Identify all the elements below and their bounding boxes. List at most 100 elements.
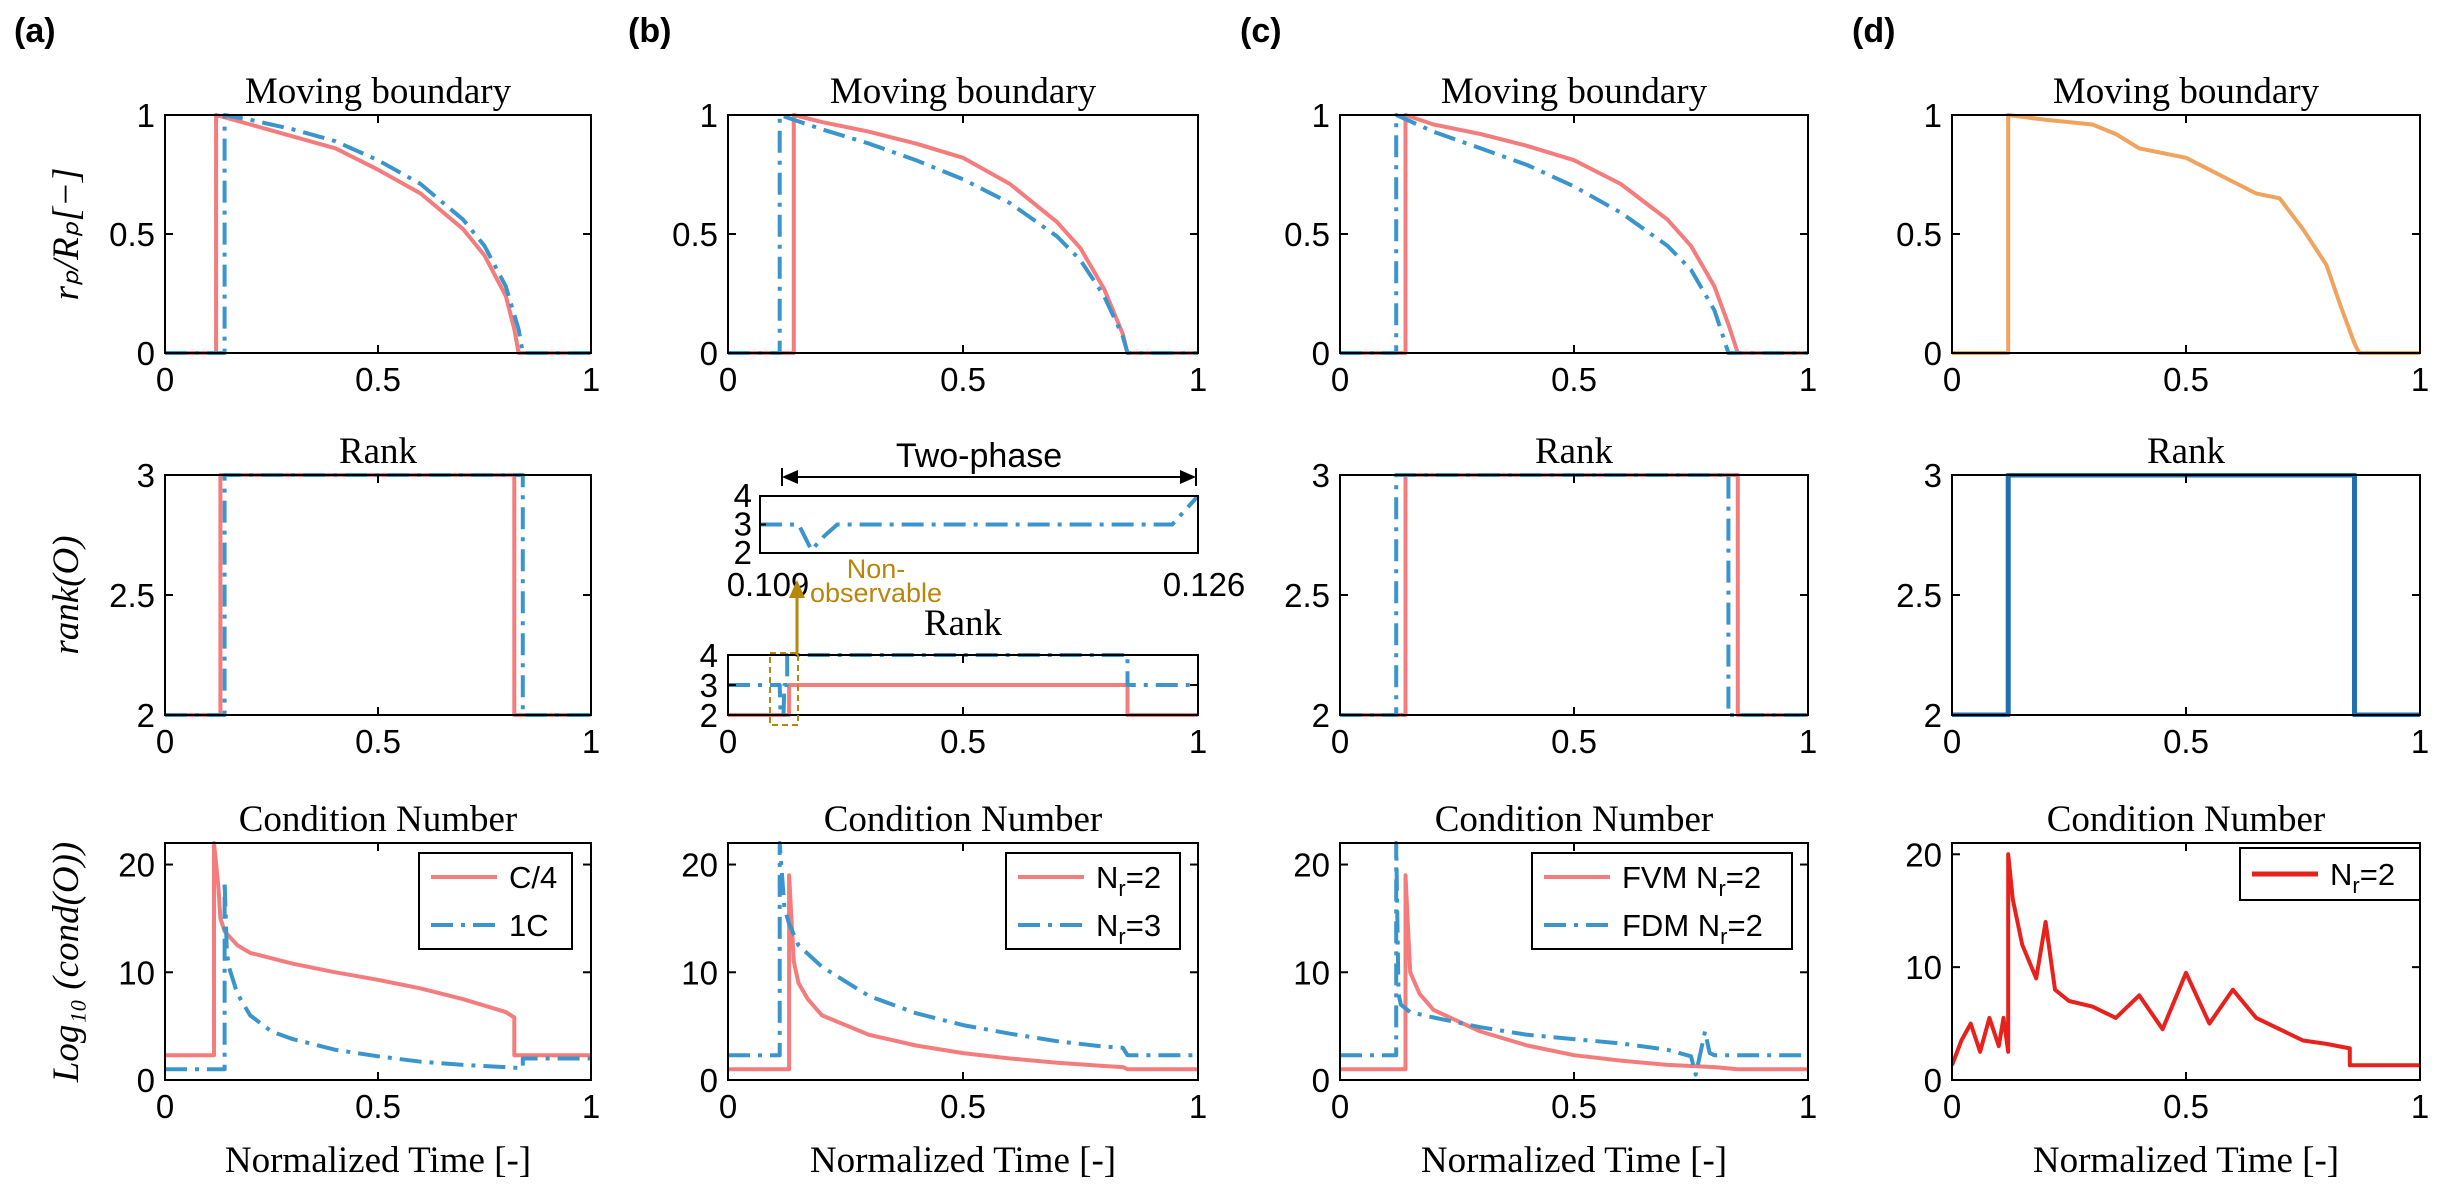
y-axis-label: Log₁₀ (cond(O)): [46, 842, 87, 1083]
legend-a: C/41C: [418, 852, 573, 950]
x-axis-label: Normalized Time [-]: [1421, 1140, 1727, 1181]
plot-c-row1: 0 0.5 1 0 0.5 1 Moving boundary: [1284, 71, 1817, 398]
x-tick-label: 0.5: [940, 361, 986, 398]
chart-title: Moving boundary: [245, 71, 512, 112]
panel-letter: (c): [1240, 12, 1282, 50]
legend-label: FVM Nr=2: [1622, 860, 1761, 901]
x-tick-label: 1: [1799, 361, 1817, 398]
chart-title: Rank: [924, 603, 1003, 644]
legend-label: 1C: [509, 908, 549, 943]
x-axis-label: Normalized Time [-]: [2033, 1140, 2339, 1181]
series-line-c-4: [165, 113, 591, 355]
series-line-fdm-n-r-2: [1340, 113, 1808, 355]
chart-title: Condition Number: [824, 799, 1103, 840]
series-line-n-r-2: [728, 873, 1198, 1072]
plot-c-row2: 0 0.5 1 2 2.5 3 Rank: [1284, 431, 1817, 760]
gold-arrow-head-icon: [789, 580, 805, 598]
x-tick-label: 0.5: [355, 1088, 401, 1125]
panel-letter: (b): [628, 12, 671, 50]
y-tick-label: 2: [1312, 697, 1330, 734]
series-line-n-r-3: [728, 653, 1198, 717]
y-tick-label: 2.5: [1896, 577, 1942, 614]
x-axis-label: Normalized Time [-]: [225, 1140, 531, 1181]
y-tick-label: 0: [1312, 1062, 1330, 1099]
arrow-head-right-icon: [1180, 470, 1196, 484]
y-tick-label: 1: [700, 97, 718, 134]
y-tick-label: 3: [1924, 457, 1942, 494]
x-tick-label: 0.5: [2163, 1088, 2209, 1125]
x-tick-label: 1: [582, 1088, 600, 1125]
x-tick-label: 0.5: [1551, 361, 1597, 398]
x-tick-label: 0: [1943, 723, 1961, 760]
arrow-head-left-icon: [782, 470, 798, 484]
series-line-c-4: [165, 841, 591, 1058]
y-tick-label: 1: [1924, 97, 1942, 134]
legend-label: Nr=2: [2330, 857, 2395, 898]
y-tick-label: 1: [1312, 97, 1330, 134]
y-tick-label: 10: [1905, 949, 1942, 986]
x-tick-label: 0: [719, 1088, 737, 1125]
y-tick-label: 2.5: [109, 577, 155, 614]
inset-y-tick-label: 3: [734, 506, 752, 543]
chart-title: Condition Number: [1435, 799, 1714, 840]
series-line-fvm-n-r-2: [1340, 113, 1808, 355]
x-tick-label: 0.5: [940, 1088, 986, 1125]
legend-box: [1005, 852, 1181, 950]
x-tick-label: 0.5: [355, 723, 401, 760]
x-tick-label: 0: [1943, 1088, 1961, 1125]
x-tick-label: 0: [1331, 723, 1349, 760]
y-tick-label: 20: [1905, 836, 1942, 873]
plot-b-row2: 0 0.5 1 234: [700, 637, 1208, 760]
plot-b-row1: 0 0.5 1 0 0.5 1 Moving boundary: [672, 71, 1207, 398]
x-tick-label: 0: [1943, 361, 1961, 398]
panel-letter: (a): [14, 12, 56, 50]
x-tick-label: 0.5: [1551, 723, 1597, 760]
chart-title: Rank: [1535, 431, 1614, 472]
chart-title: Moving boundary: [2053, 71, 2320, 112]
two-phase-label: Two-phase: [896, 437, 1062, 475]
y-tick-label: 20: [681, 847, 718, 884]
y-tick-label: 3: [700, 667, 718, 704]
x-tick-label: 0.5: [2163, 361, 2209, 398]
x-tick-label: 0: [156, 723, 174, 760]
non-observable-label-line2: observable: [810, 578, 942, 608]
x-tick-label: 1: [1799, 723, 1817, 760]
inset-series-line: [760, 494, 1200, 554]
chart-title: Moving boundary: [1441, 71, 1708, 112]
series-line-fdm-n-r-2: [1340, 841, 1808, 1077]
panel-letter: (d): [1852, 12, 1895, 50]
inset-x-tick-right: 0.126: [1163, 566, 1246, 603]
y-tick-label: 2: [1924, 697, 1942, 734]
x-tick-label: 0.5: [1551, 1088, 1597, 1125]
chart-title: Rank: [2147, 431, 2226, 472]
series-line-fvm-n-r-2: [1340, 873, 1808, 1072]
plot-d-row1: 0 0.5 1 0 0.5 1 Moving boundary: [1896, 71, 2429, 398]
x-tick-label: 0.5: [355, 361, 401, 398]
x-tick-label: 1: [2411, 361, 2429, 398]
non-observable-box: [769, 652, 799, 726]
chart-title: Condition Number: [239, 799, 518, 840]
y-tick-label: 0.5: [109, 216, 155, 253]
x-tick-label: 0: [719, 361, 737, 398]
x-tick-label: 0: [156, 361, 174, 398]
series-line-n-r-3: [728, 113, 1198, 355]
y-tick-label: 0: [700, 1062, 718, 1099]
legend-d: Nr=2: [2239, 847, 2421, 901]
series-line-1c: [165, 878, 591, 1072]
chart-title: Rank: [339, 431, 418, 472]
x-tick-label: 0: [156, 1088, 174, 1125]
legend-label: C/4: [509, 860, 557, 895]
x-tick-label: 0.5: [2163, 723, 2209, 760]
y-tick-label: 20: [118, 847, 155, 884]
y-tick-label: 0.5: [1284, 216, 1330, 253]
x-tick-label: 1: [582, 723, 600, 760]
chart-title: Moving boundary: [830, 71, 1097, 112]
x-tick-label: 0: [1331, 1088, 1349, 1125]
y-tick-label: 0: [1924, 335, 1942, 372]
series-line-boundary: [1952, 113, 2420, 355]
legend-box: [418, 852, 573, 950]
y-tick-label: 4: [700, 637, 718, 674]
y-tick-label: 0: [1924, 1062, 1942, 1099]
